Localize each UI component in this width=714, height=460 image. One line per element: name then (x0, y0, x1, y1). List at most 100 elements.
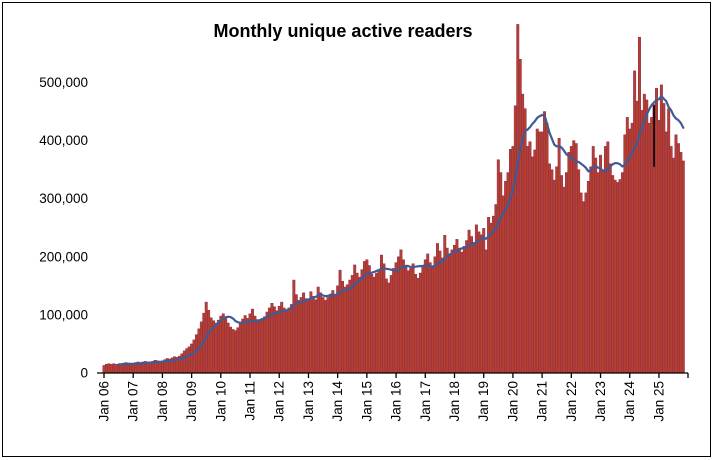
x-tick-label: Jan 20 (505, 381, 520, 422)
bar (535, 128, 539, 374)
bar (260, 318, 264, 374)
bar (657, 120, 661, 374)
bar (533, 149, 537, 374)
x-tick-label: Jan 08 (155, 381, 170, 422)
bar (681, 160, 685, 374)
bar (474, 224, 478, 374)
bar (311, 296, 315, 374)
bar (526, 146, 529, 374)
bar (640, 110, 644, 374)
bar (314, 299, 318, 374)
bar (679, 151, 683, 374)
bar (109, 364, 113, 374)
bar (389, 275, 393, 374)
bar (455, 239, 459, 374)
bar (574, 143, 578, 374)
bar (360, 269, 364, 374)
bar (255, 319, 259, 374)
bar (104, 364, 108, 374)
bar (158, 361, 162, 374)
chart-title: Monthly unique active readers (213, 21, 472, 41)
bar (467, 229, 471, 374)
bar (187, 346, 191, 374)
bar (453, 244, 456, 374)
bar (523, 108, 527, 374)
bar (555, 166, 559, 374)
bar (569, 146, 573, 374)
bar (238, 322, 242, 374)
bar (348, 279, 352, 374)
bar (321, 297, 325, 374)
bar (589, 166, 593, 374)
bar (370, 273, 374, 374)
bar (394, 262, 398, 374)
bar (404, 267, 408, 374)
bar (550, 169, 554, 374)
bar (372, 276, 376, 374)
bar (421, 265, 425, 374)
bar (358, 276, 362, 374)
bar (231, 329, 235, 374)
bar (216, 319, 220, 374)
bar (470, 236, 474, 374)
bar (603, 146, 607, 374)
bar (375, 272, 379, 374)
bar (275, 310, 279, 374)
bar (543, 111, 547, 374)
bar (540, 131, 544, 374)
bar (304, 298, 308, 374)
y-tick-label: 0 (80, 366, 88, 381)
bar (460, 251, 464, 374)
bar (647, 122, 651, 374)
bar (496, 159, 500, 374)
bar (428, 262, 432, 374)
bar (224, 318, 228, 374)
bar (131, 363, 135, 374)
bar (491, 215, 495, 374)
x-tick-label: Jan 11 (243, 381, 258, 421)
bar (572, 140, 576, 374)
bar (387, 282, 391, 374)
bar (509, 149, 512, 374)
y-tick-label: 500,000 (39, 75, 88, 90)
bar (219, 315, 223, 374)
bar (345, 284, 349, 374)
bar (343, 286, 347, 374)
x-tick-label: Jan 21 (535, 381, 550, 422)
bar (365, 259, 369, 374)
bar (299, 297, 303, 374)
bar (528, 141, 532, 374)
bar (618, 179, 622, 374)
bar (487, 217, 491, 374)
bar (268, 307, 271, 374)
bar (674, 134, 678, 374)
bar (642, 93, 646, 374)
bar (180, 353, 184, 374)
bar (567, 151, 571, 374)
bar (333, 294, 337, 374)
bar (263, 316, 267, 374)
bar (377, 269, 381, 374)
bar (418, 272, 422, 374)
bar (628, 128, 632, 374)
bar (601, 169, 605, 374)
bar (591, 146, 595, 374)
bar (655, 88, 658, 374)
bar (353, 264, 357, 374)
bar (426, 253, 430, 374)
bar (623, 134, 627, 374)
bar (489, 222, 493, 374)
bar (382, 263, 386, 374)
bar (102, 365, 106, 374)
bar (638, 36, 641, 374)
x-tick-label: Jan 15 (359, 381, 374, 422)
bar (148, 362, 152, 374)
bar (448, 253, 452, 374)
bar (294, 294, 298, 374)
x-tick-label: Jan 09 (184, 381, 199, 422)
bar (479, 234, 483, 374)
x-tick-label: Jan 25 (651, 381, 666, 422)
x-tick-label: Jan 14 (330, 381, 345, 422)
bar (112, 363, 116, 374)
